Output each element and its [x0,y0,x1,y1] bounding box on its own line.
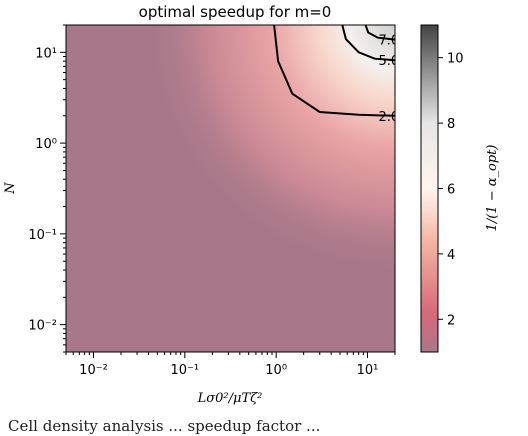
y-tick-label: 10⁻² [28,319,57,334]
contour-line-7.0 [364,25,395,41]
y-tick-label: 10⁰ [35,137,57,152]
x-tick-label: 10⁻¹ [171,363,200,378]
chart-title: optimal speedup for m=0 [139,3,332,21]
colorbar-tick-label: 8 [447,117,455,132]
figure-caption: Cell density analysis ... speedup factor… [8,417,320,435]
contour-label-5.0: 5.0 [379,54,400,69]
heatmap-plot-area: 2.0 5.0 7.0 10⁻² 10⁻¹ 10⁰ 10¹ 10⁻² 10⁻¹ 10⁰ 10¹ [28,24,400,378]
colorbar-tick-label: 2 [447,313,455,328]
colorbar: 2 4 6 8 10 [420,24,464,353]
colorbar-tick-label: 4 [447,248,455,263]
x-axis-label: Lσ0²/μTζ² [197,391,263,406]
x-tick-label: 10⁻² [79,363,108,378]
contour-line-5.0 [341,25,395,62]
contour-label-2.0: 2.0 [379,110,400,125]
heatmap-gradient [66,25,395,352]
x-tick-label: 10⁰ [265,363,287,378]
plot-frame [65,24,396,353]
colorbar-tick-label: 10 [447,52,464,67]
y-tick-label: 10¹ [35,46,57,61]
y-axis-label: N [3,182,18,195]
y-tick-label: 10⁻¹ [28,228,57,243]
contour-line-2.0 [273,25,395,117]
colorbar-tick-label: 6 [447,183,455,198]
colorbar-gradient [420,24,439,353]
x-tick-label: 10¹ [357,363,379,378]
heatmap-field: 2.0 5.0 7.0 [66,25,400,352]
contour-label-7.0: 7.0 [379,34,400,49]
colorbar-label: 1/(1 − α_opt) [485,145,500,232]
